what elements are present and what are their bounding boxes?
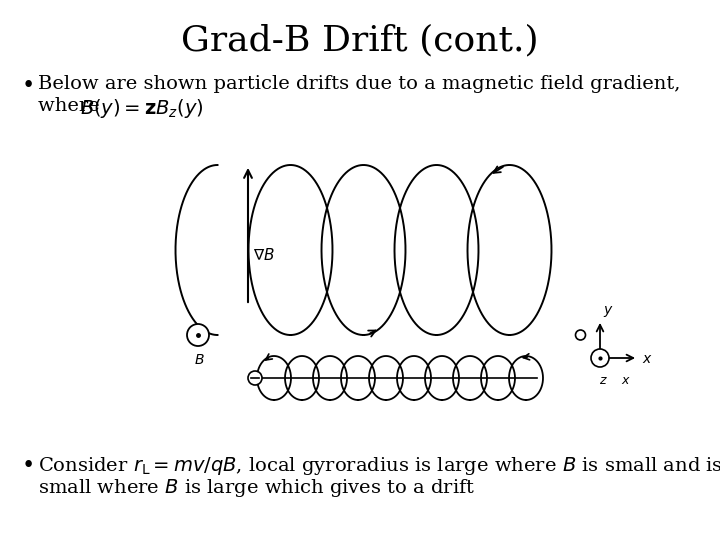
Text: $B$: $B$ [194,353,204,367]
Circle shape [248,371,262,385]
Text: x: x [621,374,629,387]
Text: $\mathit{B}(y) = \mathbf{z}B_z(y)$: $\mathit{B}(y) = \mathbf{z}B_z(y)$ [80,97,204,120]
Text: z: z [599,374,606,387]
Text: •: • [22,75,35,97]
Circle shape [187,324,209,346]
Text: x: x [642,352,650,366]
Text: $\nabla B$: $\nabla B$ [253,247,275,263]
Text: y: y [603,303,611,317]
Text: Grad-B Drift (cont.): Grad-B Drift (cont.) [181,23,539,57]
Text: Below are shown particle drifts due to a magnetic field gradient,: Below are shown particle drifts due to a… [38,75,680,93]
Text: •: • [22,455,35,477]
Text: small where $\mathit{B}$ is large which gives to a drift: small where $\mathit{B}$ is large which … [38,477,475,499]
Circle shape [591,349,609,367]
Text: Consider $r_\mathrm{L}$$=$$mv/q$$\mathit{B}$, local gyroradius is large where $\: Consider $r_\mathrm{L}$$=$$mv/q$$\mathit… [38,455,720,477]
Text: where: where [38,97,106,115]
Circle shape [575,330,585,340]
